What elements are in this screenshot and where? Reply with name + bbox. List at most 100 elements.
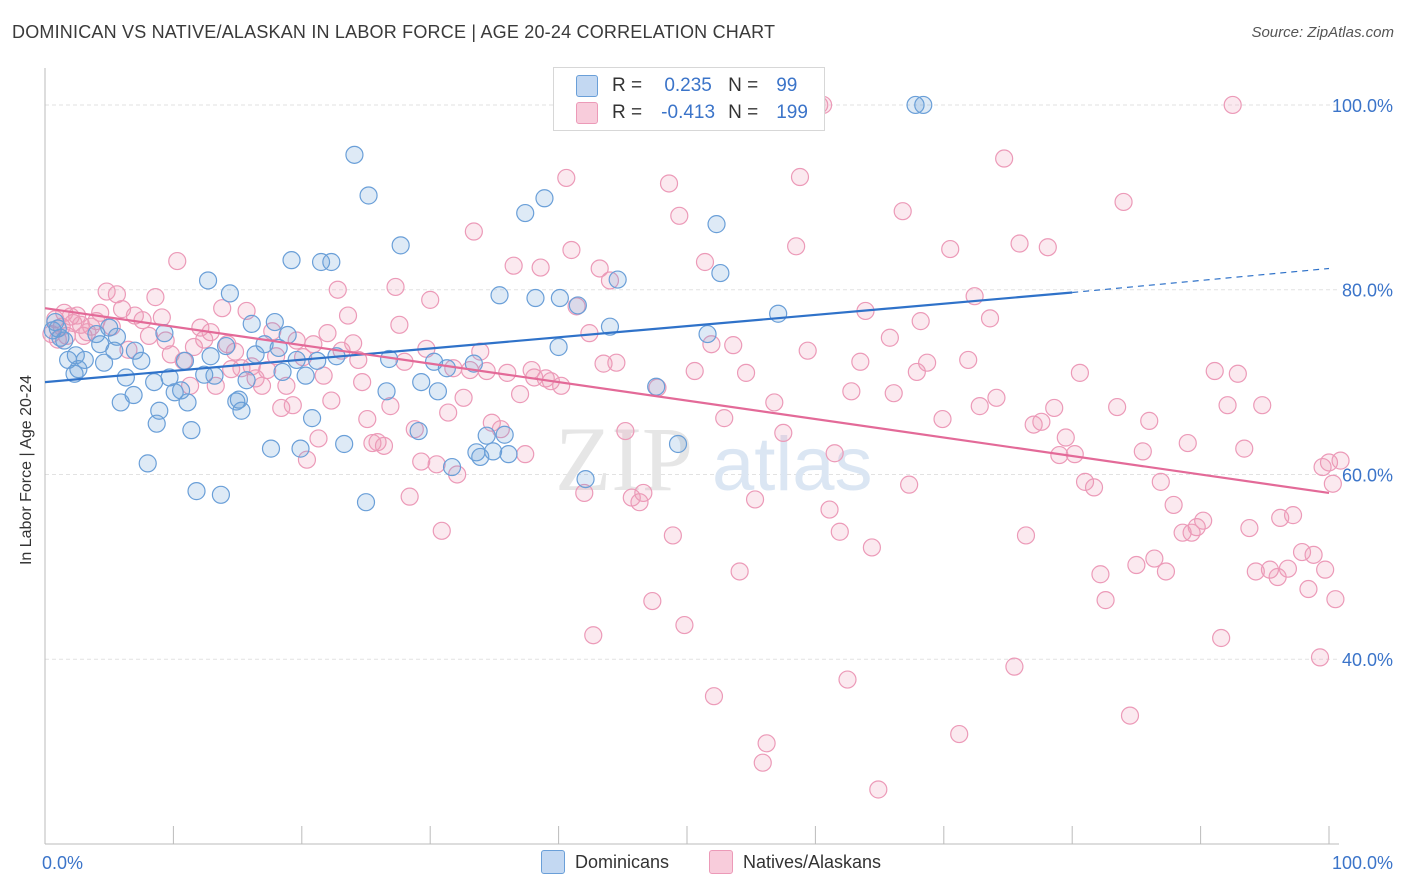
- natives-point: [970, 397, 989, 416]
- natives-point: [1323, 474, 1342, 493]
- natives-point: [724, 336, 743, 355]
- natives-point: [1283, 506, 1303, 525]
- natives-point: [659, 174, 679, 193]
- natives-point: [1056, 428, 1075, 447]
- dominicans-point: [175, 351, 195, 370]
- natives-point: [1091, 565, 1110, 584]
- dominicans-point: [568, 296, 587, 315]
- natives-point: [959, 350, 978, 370]
- dominicans-point: [377, 382, 396, 401]
- natives-point: [607, 353, 626, 372]
- natives-point: [374, 436, 394, 455]
- natives-point: [344, 334, 363, 353]
- natives-point: [1038, 238, 1057, 257]
- dominicans-point: [201, 347, 220, 366]
- natives-point: [516, 445, 535, 464]
- dominicans-point: [495, 425, 514, 444]
- natives-point: [213, 299, 232, 318]
- legend-row-dominicans: R = 0.235 N = 99: [576, 73, 797, 99]
- natives-point: [736, 363, 756, 382]
- x-tick-label: 100.0%: [1332, 853, 1393, 873]
- natives-point: [1156, 562, 1176, 581]
- dominicans-point: [273, 362, 292, 382]
- natives-point: [685, 361, 704, 381]
- dominicans-point: [124, 385, 143, 405]
- natives-point: [1032, 412, 1051, 431]
- natives-point: [584, 626, 603, 645]
- natives-point: [1065, 445, 1084, 464]
- natives-point: [454, 388, 473, 407]
- natives-point: [1212, 628, 1231, 648]
- natives-point: [225, 342, 245, 361]
- natives-point: [1218, 396, 1237, 415]
- natives-point: [1133, 442, 1152, 461]
- natives-point: [869, 780, 888, 799]
- natives-point: [464, 222, 483, 241]
- natives-point: [427, 455, 446, 474]
- legend-n-label: N =: [728, 75, 759, 96]
- natives-point: [787, 237, 806, 256]
- natives-point: [663, 526, 682, 545]
- natives-point: [252, 376, 272, 395]
- natives-point: [1246, 562, 1265, 581]
- dominicans-point: [428, 382, 448, 401]
- legend-r-value: -0.413: [661, 102, 716, 123]
- natives-point: [820, 500, 839, 519]
- legend-row-natives: R = -0.413 N = 199: [576, 100, 808, 126]
- natives-point: [893, 202, 912, 221]
- natives-point: [634, 483, 653, 503]
- dominicans-point: [322, 252, 341, 272]
- natives-point: [630, 493, 649, 512]
- y-tick-label: 60.0%: [1342, 465, 1393, 485]
- dominicans-point: [282, 251, 301, 270]
- natives-point: [421, 290, 440, 309]
- natives-point: [745, 490, 765, 509]
- natives-point: [168, 251, 187, 271]
- bottom-legend-label: Dominicans: [575, 851, 670, 872]
- natives-point: [504, 256, 523, 275]
- natives-point: [851, 352, 870, 371]
- natives-point: [670, 206, 689, 225]
- dominicans-point: [269, 338, 288, 358]
- dominicans-point: [409, 421, 428, 441]
- natives-point: [1319, 453, 1339, 472]
- natives-point: [1292, 542, 1312, 562]
- dominicans-points: [43, 95, 933, 512]
- natives-point: [798, 341, 817, 360]
- natives-point: [1120, 706, 1140, 725]
- natives-point: [1108, 397, 1127, 417]
- dominicans-point: [711, 263, 730, 283]
- dominicans-point: [477, 426, 496, 445]
- natives-point: [1114, 192, 1133, 212]
- y-tick-label: 40.0%: [1342, 650, 1393, 670]
- dominicans-point: [345, 145, 364, 164]
- natives-point: [907, 362, 926, 382]
- natives-point: [1228, 364, 1247, 383]
- natives-point: [575, 483, 594, 503]
- dominicans-point: [535, 189, 554, 208]
- natives-point: [774, 423, 793, 443]
- axes: [44, 68, 1339, 845]
- dominicans-point: [516, 203, 535, 223]
- tick-labels: 40.0% 60.0% 80.0% 100.0% 0.0% 100.0%: [42, 96, 1393, 873]
- natives-point: [1016, 526, 1036, 545]
- natives-point: [412, 452, 431, 471]
- dominicans-point: [178, 393, 197, 412]
- natives-point: [862, 538, 881, 557]
- natives-point: [616, 421, 635, 441]
- natives-point: [139, 326, 159, 346]
- dominicans-point: [526, 288, 545, 308]
- natives-point: [353, 372, 372, 392]
- dominicans-point: [308, 351, 327, 370]
- natives-point: [277, 376, 296, 395]
- dominicans-point: [138, 454, 157, 473]
- dominicans-point: [229, 390, 248, 409]
- legend-r-label: R =: [612, 102, 643, 123]
- natives-point: [567, 297, 586, 316]
- natives-point: [439, 403, 458, 422]
- natives-point: [1304, 545, 1323, 564]
- y-tick-label: 80.0%: [1342, 281, 1393, 301]
- legend-swatch-blue: [576, 75, 598, 97]
- dominicans-point: [150, 401, 169, 420]
- watermark-atlas: atlas: [712, 422, 873, 507]
